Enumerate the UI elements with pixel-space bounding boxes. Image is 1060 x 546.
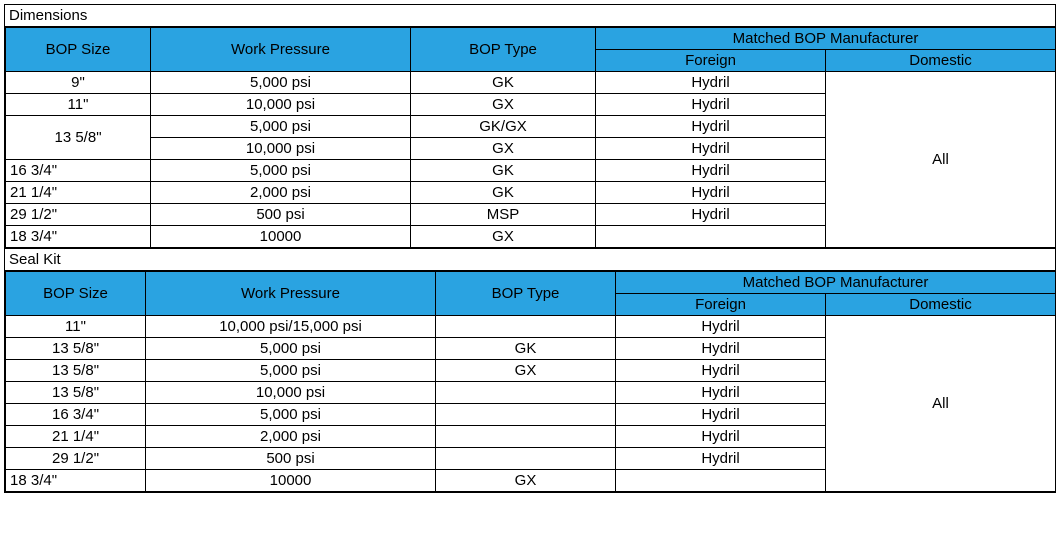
col-bop-size: BOP Size: [6, 272, 146, 316]
table-row: 9" 5,000 psi GK Hydril All: [6, 72, 1056, 94]
cell-type: GX: [436, 470, 616, 492]
cell-type: [436, 448, 616, 470]
cell-domestic-all: All: [826, 316, 1056, 492]
cell-wp: 10,000 psi: [151, 94, 411, 116]
cell-domestic-all: All: [826, 72, 1056, 248]
cell-type: GK: [411, 182, 596, 204]
cell-foreign: Hydril: [596, 138, 826, 160]
cell-type: [436, 382, 616, 404]
cell-wp: 2,000 psi: [151, 182, 411, 204]
cell-type: [436, 404, 616, 426]
cell-wp: 5,000 psi: [151, 160, 411, 182]
dimensions-table: BOP Size Work Pressure BOP Type Matched …: [5, 27, 1056, 248]
cell-wp: 5,000 psi: [151, 72, 411, 94]
cell-foreign: Hydril: [596, 72, 826, 94]
cell-foreign: Hydril: [616, 404, 826, 426]
col-domestic: Domestic: [826, 50, 1056, 72]
cell-size: 11": [6, 94, 151, 116]
cell-type: [436, 426, 616, 448]
cell-foreign: Hydril: [596, 182, 826, 204]
cell-size: 13 5/8": [6, 116, 151, 160]
cell-wp: 5,000 psi: [146, 404, 436, 426]
cell-size: 11": [6, 316, 146, 338]
table-row: 11" 10,000 psi/15,000 psi Hydril All: [6, 316, 1056, 338]
cell-type: GK: [411, 160, 596, 182]
cell-foreign: [596, 226, 826, 248]
bop-spec-page: Dimensions BOP Size Work Pressure BOP Ty…: [4, 4, 1056, 493]
cell-size: 21 1/4": [6, 426, 146, 448]
cell-size: 21 1/4": [6, 182, 151, 204]
cell-type: GX: [436, 360, 616, 382]
cell-foreign: [616, 470, 826, 492]
cell-type: GK: [411, 72, 596, 94]
cell-size: 18 3/4": [6, 470, 146, 492]
cell-wp: 2,000 psi: [146, 426, 436, 448]
cell-size: 13 5/8": [6, 382, 146, 404]
cell-size: 13 5/8": [6, 360, 146, 382]
sealkit-table: BOP Size Work Pressure BOP Type Matched …: [5, 271, 1056, 492]
cell-foreign: Hydril: [616, 448, 826, 470]
col-matched-mfr: Matched BOP Manufacturer: [616, 272, 1056, 294]
cell-foreign: Hydril: [616, 360, 826, 382]
cell-wp: 10000: [151, 226, 411, 248]
sealkit-header-row-1: BOP Size Work Pressure BOP Type Matched …: [6, 272, 1056, 294]
cell-foreign: Hydril: [616, 382, 826, 404]
col-work-pressure: Work Pressure: [146, 272, 436, 316]
cell-foreign: Hydril: [596, 116, 826, 138]
cell-wp: 5,000 psi: [146, 360, 436, 382]
cell-wp: 10,000 psi: [146, 382, 436, 404]
cell-type: GX: [411, 94, 596, 116]
dimensions-header-row-1: BOP Size Work Pressure BOP Type Matched …: [6, 28, 1056, 50]
cell-wp: 5,000 psi: [151, 116, 411, 138]
cell-size: 29 1/2": [6, 448, 146, 470]
cell-type: GK/GX: [411, 116, 596, 138]
cell-foreign: Hydril: [596, 160, 826, 182]
cell-foreign: Hydril: [616, 338, 826, 360]
cell-size: 13 5/8": [6, 338, 146, 360]
cell-foreign: Hydril: [616, 426, 826, 448]
cell-wp: 10000: [146, 470, 436, 492]
cell-size: 18 3/4": [6, 226, 151, 248]
cell-size: 29 1/2": [6, 204, 151, 226]
col-domestic: Domestic: [826, 294, 1056, 316]
cell-size: 9": [6, 72, 151, 94]
cell-type: GX: [411, 226, 596, 248]
dimensions-title: Dimensions: [5, 5, 1055, 27]
cell-wp: 5,000 psi: [146, 338, 436, 360]
cell-wp: 500 psi: [151, 204, 411, 226]
col-bop-type: BOP Type: [411, 28, 596, 72]
col-foreign: Foreign: [616, 294, 826, 316]
cell-size: 16 3/4": [6, 160, 151, 182]
col-foreign: Foreign: [596, 50, 826, 72]
cell-foreign: Hydril: [596, 204, 826, 226]
col-work-pressure: Work Pressure: [151, 28, 411, 72]
col-bop-size: BOP Size: [6, 28, 151, 72]
sealkit-title: Seal Kit: [5, 248, 1055, 271]
col-matched-mfr: Matched BOP Manufacturer: [596, 28, 1056, 50]
cell-type: GK: [436, 338, 616, 360]
cell-size: 16 3/4": [6, 404, 146, 426]
cell-foreign: Hydril: [596, 94, 826, 116]
cell-foreign: Hydril: [616, 316, 826, 338]
col-bop-type: BOP Type: [436, 272, 616, 316]
cell-type: GX: [411, 138, 596, 160]
cell-wp: 10,000 psi: [151, 138, 411, 160]
cell-wp: 10,000 psi/15,000 psi: [146, 316, 436, 338]
cell-wp: 500 psi: [146, 448, 436, 470]
cell-type: [436, 316, 616, 338]
cell-type: MSP: [411, 204, 596, 226]
